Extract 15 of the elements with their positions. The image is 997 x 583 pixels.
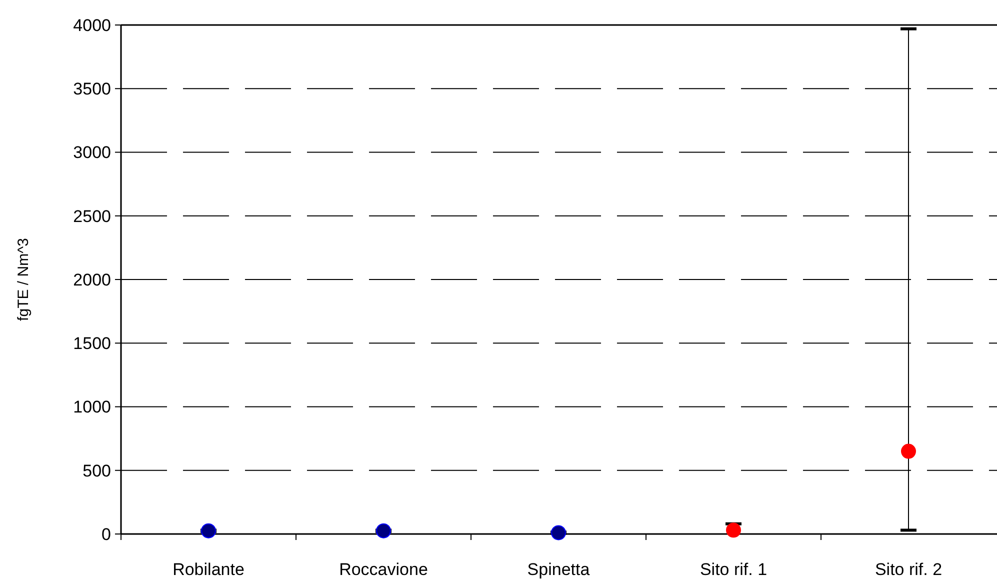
y-tick-label: 2000 xyxy=(73,270,111,290)
y-tick-label: 500 xyxy=(82,461,111,480)
y-tick-label: 3500 xyxy=(73,80,111,99)
x-tick-label: Sito rif. 1 xyxy=(700,560,768,579)
y-tick-label: 1000 xyxy=(73,398,111,417)
y-tick-label: 4000 xyxy=(73,16,111,35)
y-tick-label: 3000 xyxy=(73,143,111,162)
x-tick-label: Sito rif. 2 xyxy=(874,560,942,579)
x-tick-label: Spinetta xyxy=(527,560,590,579)
y-tick-label: 2500 xyxy=(73,206,111,226)
y-tick-label: 0 xyxy=(102,524,111,544)
y-axis-title: fgTE / Nm^3 xyxy=(15,238,32,321)
x-tick-label: Robilante xyxy=(172,560,244,579)
x-tick-label: Roccavione xyxy=(339,560,428,579)
y-tick-label: 1500 xyxy=(73,334,111,354)
